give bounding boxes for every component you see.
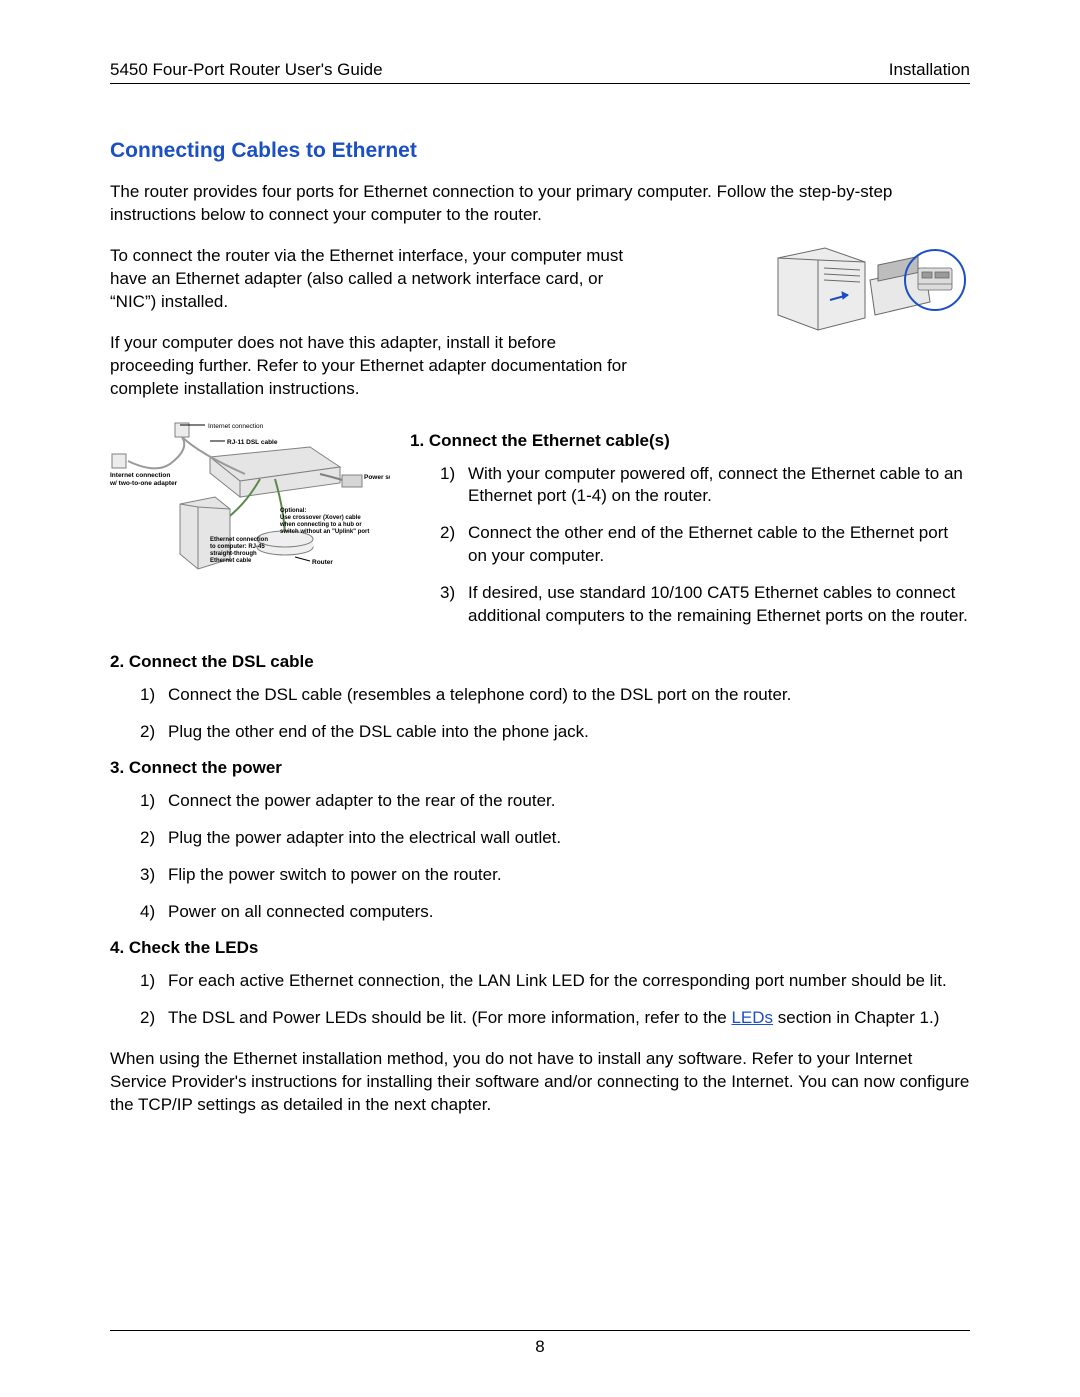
step-1-sub-1: 1) With your computer powered off, conne… xyxy=(440,463,970,509)
page-header: 5450 Four-Port Router User's Guide Insta… xyxy=(110,60,970,84)
header-left: 5450 Four-Port Router User's Guide xyxy=(110,60,383,80)
step-1-title: 1. Connect the Ethernet cable(s) xyxy=(410,431,970,451)
svg-text:switch without an "Uplink" por: switch without an "Uplink" port xyxy=(280,529,369,535)
svg-text:Ethernet cable: Ethernet cable xyxy=(210,558,252,564)
step-4-title: 4. Check the LEDs xyxy=(110,938,970,958)
svg-text:Ethernet connection: Ethernet connection xyxy=(210,537,268,543)
step-4-sub-2: 2) The DSL and Power LEDs should be lit.… xyxy=(140,1007,970,1030)
closing-paragraph: When using the Ethernet installation met… xyxy=(110,1048,970,1117)
step-2-title: 2. Connect the DSL cable xyxy=(110,652,970,672)
step-3-sub-2: 2) Plug the power adapter into the elect… xyxy=(140,827,970,850)
svg-text:Internet connection: Internet connection xyxy=(208,423,264,430)
page-footer: 8 xyxy=(110,1330,970,1357)
step-3-sub-4: 4) Power on all connected computers. xyxy=(140,901,970,924)
step-1-sub-2: 2) Connect the other end of the Ethernet… xyxy=(440,522,970,568)
svg-text:w/ two-to-one adapter: w/ two-to-one adapter xyxy=(110,480,178,487)
nic-illustration xyxy=(770,240,970,335)
svg-text:Internet connection: Internet connection xyxy=(110,472,170,479)
wiring-diagram: Internet connection RJ-11 DSL cable Inte… xyxy=(110,419,390,579)
svg-text:RJ-11 DSL cable: RJ-11 DSL cable xyxy=(227,439,278,446)
header-right: Installation xyxy=(889,60,970,80)
step-3-sub-1: 1) Connect the power adapter to the rear… xyxy=(140,790,970,813)
svg-text:straight-through: straight-through xyxy=(210,551,257,557)
step-4-sub-2-pre: The DSL and Power LEDs should be lit. (F… xyxy=(168,1008,731,1027)
svg-text:Power supply: Power supply xyxy=(364,474,390,481)
step-4-sub-2-post: section in Chapter 1.) xyxy=(773,1008,939,1027)
intro-paragraph-1: The router provides four ports for Ether… xyxy=(110,181,970,227)
step-1-sub-3: 3) If desired, use standard 10/100 CAT5 … xyxy=(440,582,970,628)
svg-text:Use crossover (Xover) cable: Use crossover (Xover) cable xyxy=(280,515,361,521)
intro-paragraph-2: To connect the router via the Ethernet i… xyxy=(110,245,640,314)
step-2-sub-1: 1) Connect the DSL cable (resembles a te… xyxy=(140,684,970,707)
section-title: Connecting Cables to Ethernet xyxy=(110,139,970,163)
step-4-sub-1: 1) For each active Ethernet connection, … xyxy=(140,970,970,993)
page-number: 8 xyxy=(535,1337,544,1356)
step-3-sub-3: 3) Flip the power switch to power on the… xyxy=(140,864,970,887)
svg-text:to computer: RJ-45: to computer: RJ-45 xyxy=(210,544,265,550)
svg-text:when connecting to a hub or: when connecting to a hub or xyxy=(279,522,362,528)
svg-text:Optional:: Optional: xyxy=(280,508,306,514)
step-3-title: 3. Connect the power xyxy=(110,758,970,778)
leds-link[interactable]: LEDs xyxy=(731,1008,773,1027)
intro-paragraph-3: If your computer does not have this adap… xyxy=(110,332,640,401)
step-2-sub-2: 2) Plug the other end of the DSL cable i… xyxy=(140,721,970,744)
svg-text:Router: Router xyxy=(312,559,333,566)
